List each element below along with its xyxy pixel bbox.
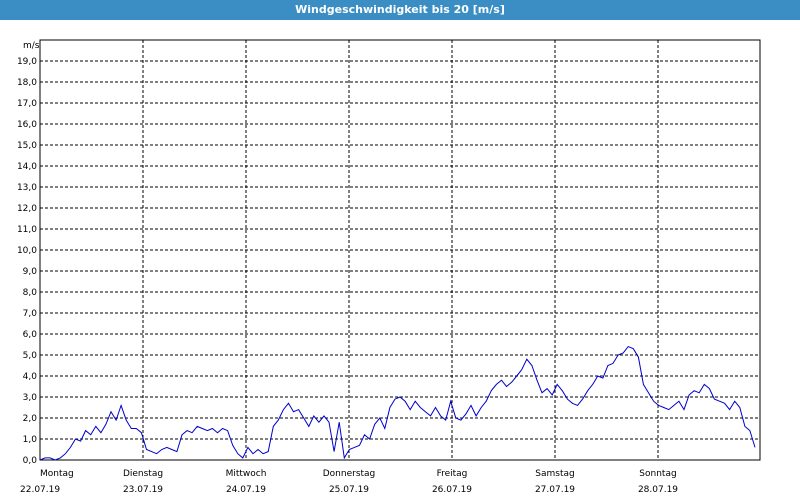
y-tick-label: 8,0 [23, 288, 38, 298]
y-tick-label: 15,0 [17, 141, 37, 151]
y-tick-label: 5,0 [23, 351, 38, 361]
x-tick-day-label: Mittwoch [226, 469, 267, 479]
x-tick-day-label: Montag [40, 469, 74, 479]
y-tick-label: 18,0 [17, 78, 37, 88]
y-tick-label: 17,0 [17, 99, 37, 109]
x-axis-ticks: Montag 22.07.19 Dienstag 23.07.19 Mittwoch 24… [20, 469, 678, 495]
y-axis-ticks: 0,0 1,0 2,0 3,0 4,0 5,0 6,0 7,0 8,0 9,0 10,0 11,0 12… [17, 57, 37, 466]
window-title: Windgeschwindigkeit bis 20 [m/s] [0, 0, 800, 20]
x-tick-date-label: 28.07.19 [638, 485, 678, 495]
x-tick-day-label: Donnerstag [323, 469, 376, 479]
plot-frame [39, 39, 761, 461]
y-tick-label: 11,0 [17, 225, 37, 235]
y-axis-unit-label: m/s [23, 41, 40, 51]
y-tick-label: 16,0 [17, 120, 37, 130]
wind-speed-series-line [39, 345, 756, 461]
y-tick-label: 9,0 [23, 267, 38, 277]
x-tick-day-label: Freitag [437, 469, 468, 479]
x-tick-date-label: 23.07.19 [123, 485, 163, 495]
x-tick-day-label: Sonntag [639, 469, 676, 479]
y-tick-label: 2,0 [23, 414, 38, 424]
x-tick-day-label: Samstag [535, 469, 574, 479]
x-tick-date-label: 24.07.19 [226, 485, 266, 495]
x-tick-day-label: Dienstag [123, 469, 163, 479]
y-tick-label: 1,0 [23, 435, 38, 445]
y-tick-label: 12,0 [17, 204, 37, 214]
y-tick-label: 4,0 [23, 372, 38, 382]
y-tick-label: 10,0 [17, 246, 37, 256]
x-tick-date-label: 27.07.19 [535, 485, 575, 495]
y-tick-label: 3,0 [23, 393, 38, 403]
y-tick-label: 14,0 [17, 162, 37, 172]
y-tick-label: 13,0 [17, 183, 37, 193]
y-tick-label: 7,0 [23, 309, 38, 319]
x-tick-date-label: 25.07.19 [329, 485, 369, 495]
x-tick-date-label: 22.07.19 [20, 485, 60, 495]
y-tick-label: 6,0 [23, 330, 38, 340]
grid-lines [40, 40, 760, 460]
y-tick-label: 0,0 [23, 456, 38, 466]
y-tick-label: 19,0 [17, 57, 37, 67]
x-tick-date-label: 26.07.19 [432, 485, 472, 495]
wind-speed-chart: 0,0 1,0 2,0 3,0 4,0 5,0 6,0 7,0 8,0 9,0 10,0 11,0 12… [17, 39, 761, 495]
